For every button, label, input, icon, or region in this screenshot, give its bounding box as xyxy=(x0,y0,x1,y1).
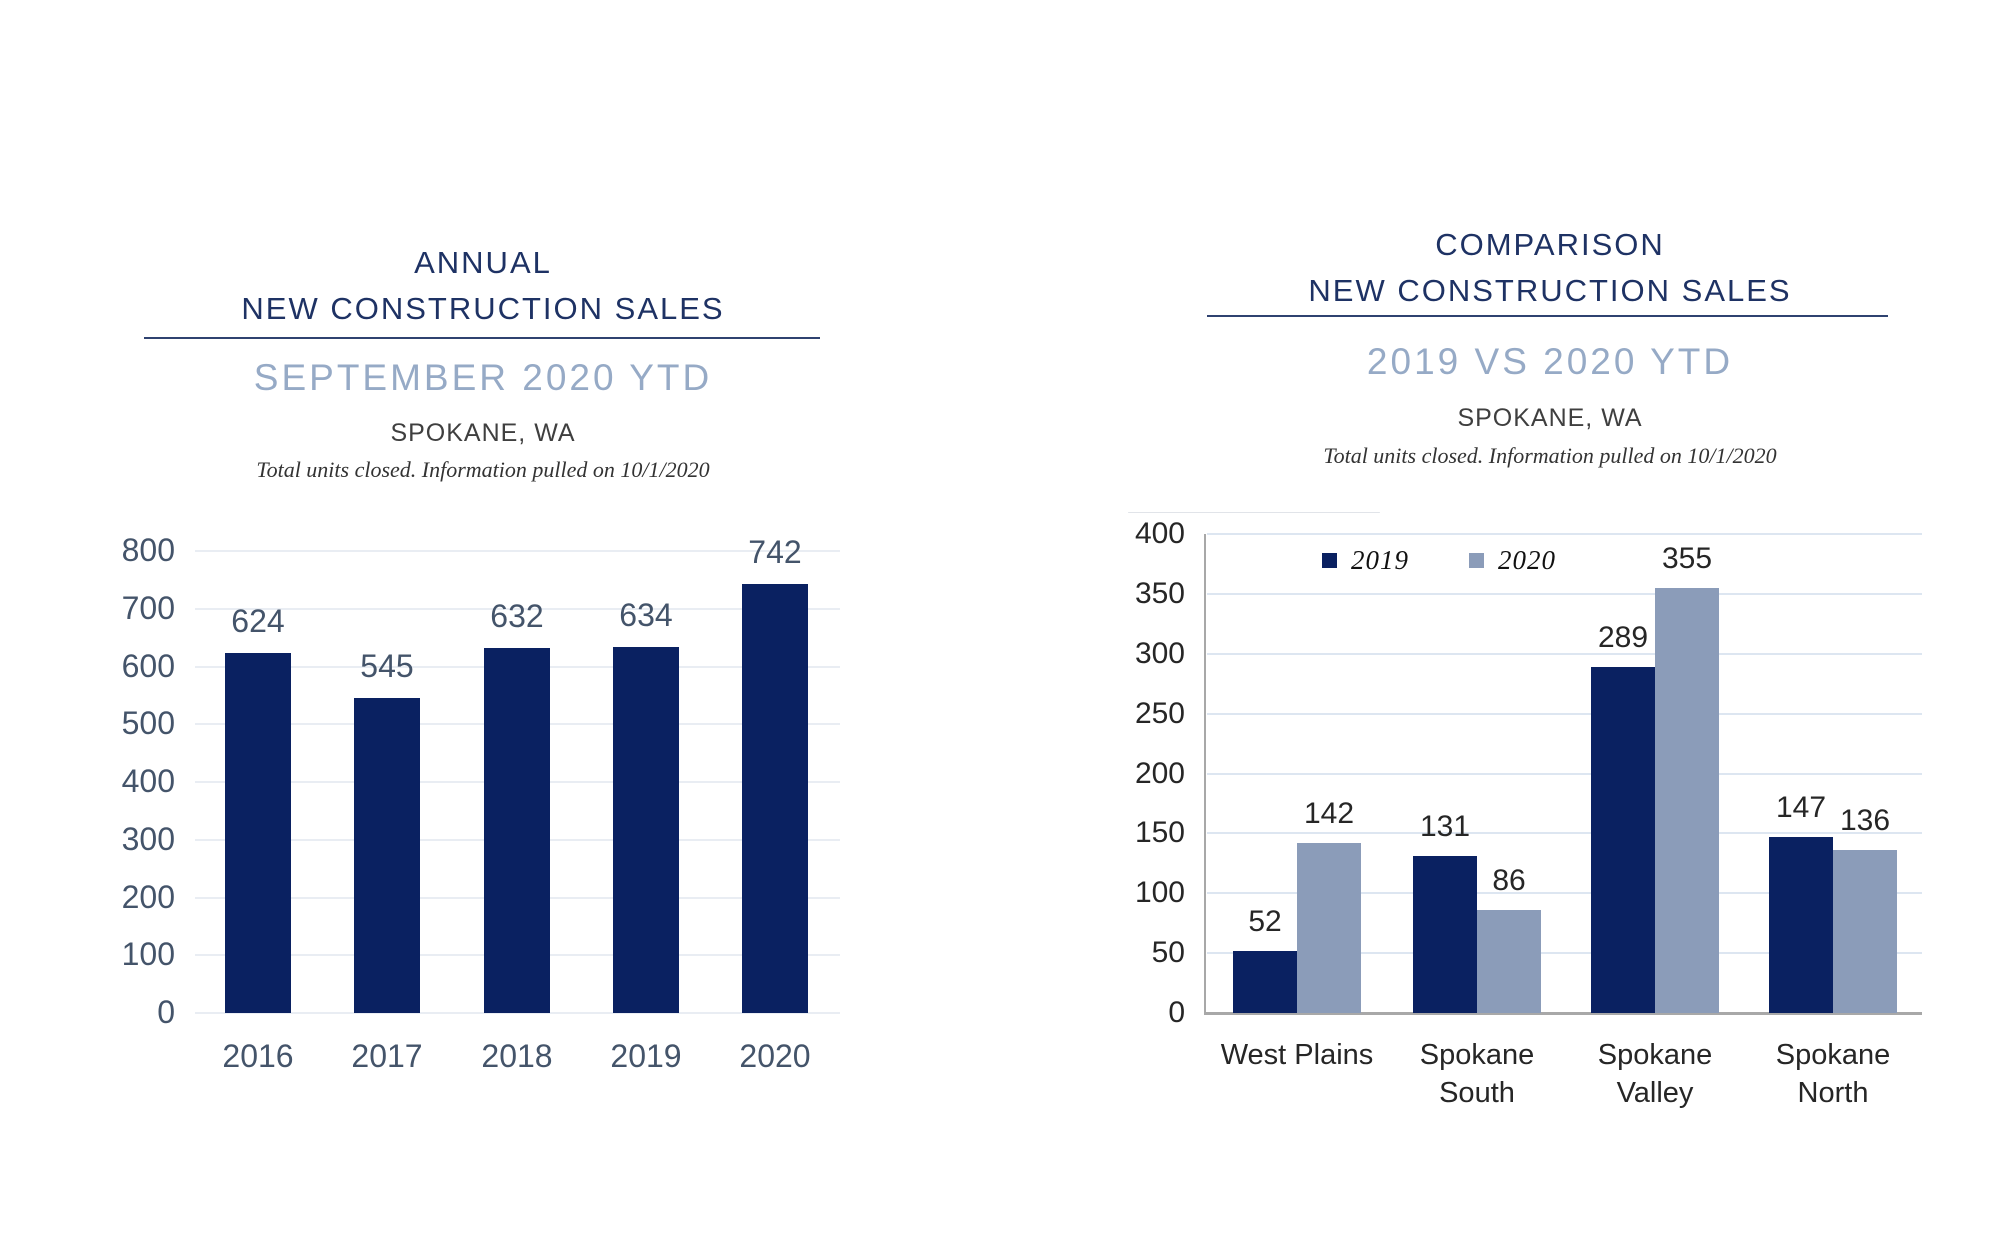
right-bar-2020-Spokane North xyxy=(1833,850,1897,1013)
left-bar-value-2017: 545 xyxy=(360,648,414,685)
right-chart-location: SPOKANE, WA xyxy=(1457,404,1643,432)
right-ytick-300: 300 xyxy=(1134,636,1185,670)
right-x-axis-line xyxy=(1204,1012,1922,1015)
left-ytick-0: 0 xyxy=(157,994,175,1030)
left-chart-header: ANNUAL NEW CONSTRUCTION SALES xyxy=(100,240,866,332)
legend-swatch-2019 xyxy=(1322,553,1337,568)
right-ytick-250: 250 xyxy=(1134,696,1185,730)
right-bar-2019-Spokane South xyxy=(1413,856,1477,1013)
right-bar-2019-Spokane Valley xyxy=(1591,666,1655,1013)
left-xlabel-2016: 2016 xyxy=(222,1038,294,1074)
left-bar-2016 xyxy=(225,652,291,1013)
left-gridline-0 xyxy=(195,1012,840,1014)
left-bar-value-2018: 632 xyxy=(490,598,544,635)
right-chart-title-line2: NEW CONSTRUCTION SALES xyxy=(1308,273,1792,308)
right-bar-value-2020-West Plains: 142 xyxy=(1303,796,1355,830)
left-bar-2019 xyxy=(613,646,679,1013)
right-y-axis-line xyxy=(1204,534,1206,1013)
right-chart-subtitle: 2019 VS 2020 YTD xyxy=(1366,341,1734,382)
right-xlabel-Spokane North: Spokane North xyxy=(1775,1039,1891,1109)
left-bar-value-2016: 624 xyxy=(231,602,285,639)
right-xlabel-West Plains: West Plains xyxy=(1220,1039,1374,1071)
right-gridline-350 xyxy=(1207,592,1922,595)
right-bar-value-2019-Spokane Valley: 289 xyxy=(1597,620,1649,654)
left-ytick-800: 800 xyxy=(121,532,175,568)
left-xlabel-2018: 2018 xyxy=(481,1038,553,1074)
left-ytick-700: 700 xyxy=(121,589,175,626)
left-gridline-800 xyxy=(195,550,840,552)
right-gridline-300 xyxy=(1207,652,1922,655)
left-bar-2017 xyxy=(354,698,420,1013)
right-bar-2020-Spokane South xyxy=(1477,910,1541,1013)
left-ytick-200: 200 xyxy=(121,878,175,915)
right-chart-header: COMPARISON NEW CONSTRUCTION SALES xyxy=(1160,222,1940,314)
right-chart-title-line1: COMPARISON xyxy=(1435,227,1665,262)
right-bar-value-2019-Spokane South: 131 xyxy=(1419,810,1471,844)
right-bar-value-2019-Spokane North: 147 xyxy=(1775,790,1827,824)
right-gridline-250 xyxy=(1207,712,1922,715)
right-xlabel-Spokane Valley: Spokane Valley xyxy=(1597,1039,1713,1109)
right-bar-value-2020-Spokane North: 136 xyxy=(1839,804,1891,838)
right-gridline-200 xyxy=(1207,772,1922,775)
right-chart-note: Total units closed. Information pulled o… xyxy=(1323,443,1777,468)
left-chart-location: SPOKANE, WA xyxy=(390,419,576,447)
right-bar-2020-West Plains xyxy=(1297,842,1361,1013)
right-ytick-400: 400 xyxy=(1134,517,1185,550)
right-ytick-50: 50 xyxy=(1151,936,1185,970)
right-bar-value-2020-Spokane Valley: 355 xyxy=(1661,541,1713,575)
plot-card-edge xyxy=(1128,512,1380,513)
left-ytick-100: 100 xyxy=(121,936,175,973)
left-ytick-500: 500 xyxy=(121,705,175,742)
right-gridline-50 xyxy=(1207,952,1922,955)
right-bar-value-2020-Spokane South: 86 xyxy=(1492,864,1526,897)
right-ytick-350: 350 xyxy=(1134,576,1185,610)
legend-swatch-2020 xyxy=(1469,553,1484,568)
right-ytick-100: 100 xyxy=(1134,876,1185,910)
right-gridline-100 xyxy=(1207,892,1922,895)
left-ytick-300: 300 xyxy=(121,820,175,857)
right-gridline-400 xyxy=(1207,533,1922,535)
left-chart-title-line2: NEW CONSTRUCTION SALES xyxy=(241,291,725,326)
right-title-underline xyxy=(1207,315,1888,317)
left-title-underline xyxy=(144,337,820,339)
left-xlabel-2017: 2017 xyxy=(351,1038,423,1074)
left-bar-value-2019: 634 xyxy=(619,596,673,633)
right-chart-legend: 2019 2020 xyxy=(1322,547,1556,574)
right-bar-2019-Spokane North xyxy=(1769,836,1833,1013)
left-xlabel-2019: 2019 xyxy=(610,1038,682,1074)
right-xlabel-Spokane South: Spokane South xyxy=(1419,1039,1535,1109)
left-bar-2020 xyxy=(742,584,808,1013)
right-gridline-150 xyxy=(1207,832,1922,835)
left-gridline-700 xyxy=(195,607,840,610)
right-bar-value-2019-West Plains: 52 xyxy=(1248,904,1282,938)
left-ytick-600: 600 xyxy=(121,647,175,684)
right-ytick-0: 0 xyxy=(1168,996,1185,1029)
legend-label-2019: 2019 xyxy=(1351,545,1409,575)
left-chart-title-line1: ANNUAL xyxy=(414,245,552,280)
left-ytick-400: 400 xyxy=(121,763,175,799)
left-xlabel-2020: 2020 xyxy=(739,1038,811,1074)
right-bar-2019-West Plains xyxy=(1233,950,1297,1013)
left-bar-value-2020: 742 xyxy=(748,534,802,571)
right-bar-2020-Spokane Valley xyxy=(1655,587,1719,1013)
right-ytick-150: 150 xyxy=(1134,816,1185,850)
left-chart-note: Total units closed. Information pulled o… xyxy=(256,457,710,482)
right-ytick-200: 200 xyxy=(1134,756,1185,790)
legend-label-2020: 2020 xyxy=(1498,545,1556,575)
left-chart-subtitle: SEPTEMBER 2020 YTD xyxy=(253,357,713,398)
left-bar-2018 xyxy=(484,648,550,1013)
